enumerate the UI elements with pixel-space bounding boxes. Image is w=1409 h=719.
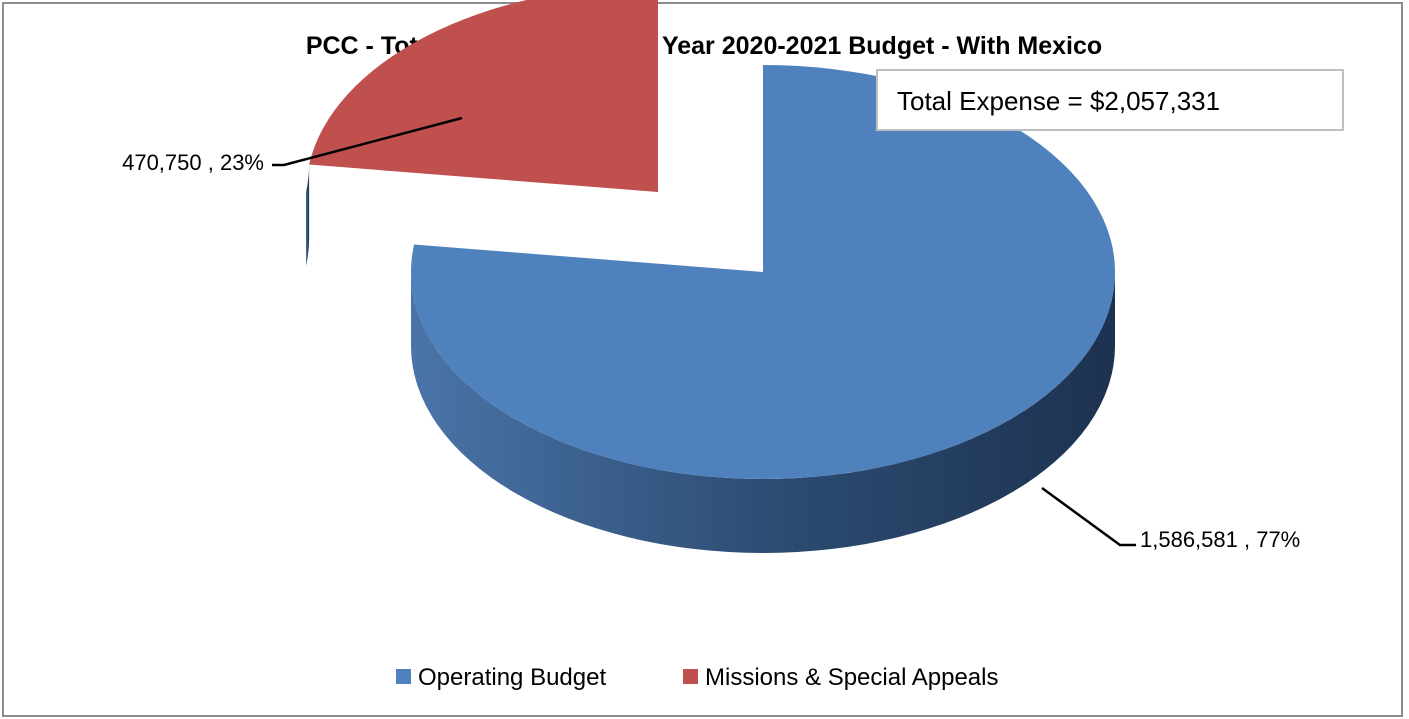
total-expense-text: Total Expense = $2,057,331 — [897, 86, 1220, 116]
missions-special-appeals-side — [306, 164, 310, 266]
operating-budget-top — [410, 65, 1116, 479]
legend-item-missions: Missions & Special Appeals — [705, 664, 998, 691]
missions-special-appeals-leader-line — [272, 116, 463, 167]
legend-item-operating-budget: Operating Budget — [418, 664, 606, 691]
legend-swatch-operating-budget — [396, 669, 411, 684]
missions-special-appeals-data-label: 470,750 , 23% — [122, 150, 264, 175]
operating-budget-leader-line — [1041, 486, 1136, 547]
total-expense-box — [876, 69, 1344, 131]
missions-special-appeals-top — [309, 0, 658, 192]
legend-swatch-missions — [683, 669, 698, 684]
slice-missions-special-appeals — [306, 0, 658, 266]
slice-operating-budget — [410, 65, 1116, 553]
legend: Operating Budget Missions & Special Appe… — [396, 664, 998, 691]
operating-budget-data-label: 1,586,581 , 77% — [1140, 527, 1300, 552]
operating-budget-side — [411, 272, 1115, 553]
